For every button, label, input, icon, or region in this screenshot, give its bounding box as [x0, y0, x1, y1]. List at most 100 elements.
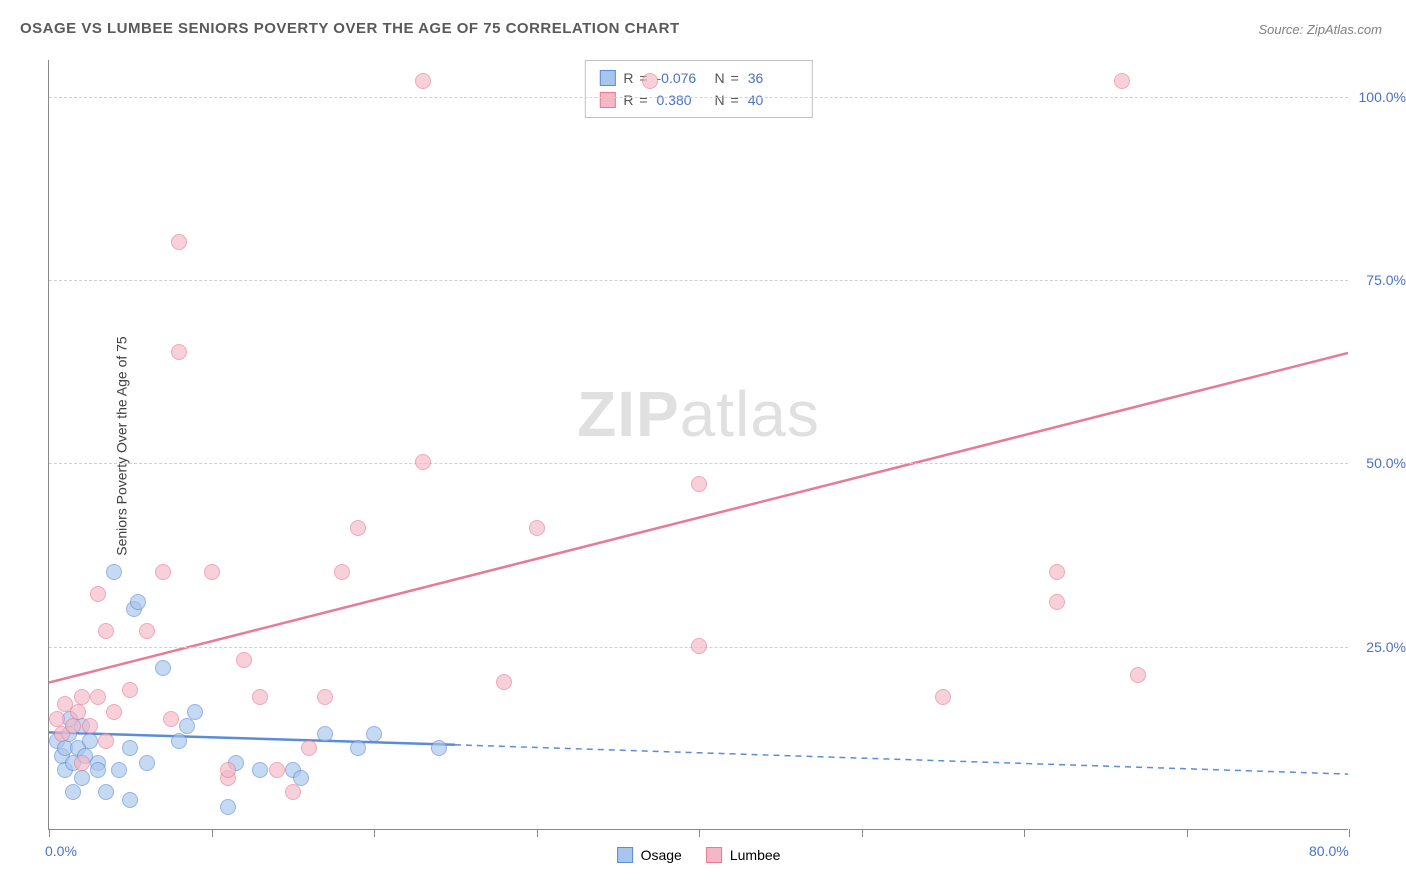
- data-point: [122, 792, 138, 808]
- data-point: [106, 564, 122, 580]
- source-attribution: Source: ZipAtlas.com: [1258, 22, 1382, 37]
- data-point: [293, 770, 309, 786]
- data-point: [90, 586, 106, 602]
- data-point: [317, 689, 333, 705]
- chart-title: OSAGE VS LUMBEE SENIORS POVERTY OVER THE…: [20, 20, 680, 37]
- data-point: [252, 689, 268, 705]
- data-point: [106, 704, 122, 720]
- x-tick-label: 80.0%: [1309, 843, 1349, 859]
- data-point: [642, 73, 658, 89]
- legend-top-row: R =-0.076N =36: [599, 67, 797, 89]
- data-point: [122, 682, 138, 698]
- data-point: [98, 784, 114, 800]
- data-point: [98, 733, 114, 749]
- legend-r-value: 0.380: [657, 92, 707, 108]
- legend-top-row: R = 0.380 N = 40: [599, 89, 797, 111]
- watermark: ZIPatlas: [577, 377, 820, 451]
- data-point: [1130, 667, 1146, 683]
- x-tick: [1349, 829, 1350, 837]
- x-tick: [212, 829, 213, 837]
- x-tick: [374, 829, 375, 837]
- data-point: [236, 652, 252, 668]
- y-tick-label: 25.0%: [1354, 639, 1406, 655]
- legend-series-label: Lumbee: [730, 847, 781, 863]
- data-point: [935, 689, 951, 705]
- y-tick-label: 75.0%: [1354, 272, 1406, 288]
- data-point: [220, 799, 236, 815]
- data-point: [139, 623, 155, 639]
- data-point: [529, 520, 545, 536]
- data-point: [415, 73, 431, 89]
- legend-r-value: -0.076: [657, 70, 707, 86]
- legend-swatch: [599, 92, 615, 108]
- source-prefix: Source:: [1258, 22, 1306, 37]
- correlation-legend: R = -0.076 N = 36 R = 0.380 N = 40: [584, 60, 812, 118]
- data-point: [90, 762, 106, 778]
- data-point: [155, 564, 171, 580]
- data-point: [122, 740, 138, 756]
- legend-swatch: [617, 847, 633, 863]
- data-point: [65, 784, 81, 800]
- x-tick: [862, 829, 863, 837]
- data-point: [350, 520, 366, 536]
- trend-line-solid: [49, 353, 1348, 683]
- data-point: [155, 660, 171, 676]
- x-tick: [1187, 829, 1188, 837]
- x-tick: [699, 829, 700, 837]
- gridline-h: [49, 280, 1348, 281]
- x-tick: [49, 829, 50, 837]
- y-tick-label: 50.0%: [1354, 455, 1406, 471]
- data-point: [334, 564, 350, 580]
- gridline-h: [49, 463, 1348, 464]
- legend-n-label: N =: [715, 70, 740, 86]
- legend-n-value: 36: [748, 70, 798, 86]
- data-point: [269, 762, 285, 778]
- trend-lines: [49, 60, 1348, 829]
- x-tick-label: 0.0%: [45, 843, 77, 859]
- source-name: ZipAtlas.com: [1307, 22, 1382, 37]
- data-point: [171, 234, 187, 250]
- legend-bottom-item: Lumbee: [706, 847, 781, 863]
- data-point: [74, 755, 90, 771]
- data-point: [220, 762, 236, 778]
- legend-r-label: R =: [623, 92, 648, 108]
- data-point: [1049, 564, 1065, 580]
- plot-area: ZIPatlas R =-0.076N =36R =0.380N =40 Osa…: [48, 60, 1348, 830]
- data-point: [139, 755, 155, 771]
- series-legend: Osage Lumbee: [617, 847, 781, 863]
- data-point: [317, 726, 333, 742]
- trend-line-dashed: [455, 745, 1348, 774]
- data-point: [90, 689, 106, 705]
- data-point: [252, 762, 268, 778]
- data-point: [130, 594, 146, 610]
- x-tick: [1024, 829, 1025, 837]
- legend-bottom-item: Osage: [617, 847, 682, 863]
- data-point: [691, 638, 707, 654]
- data-point: [74, 689, 90, 705]
- data-point: [187, 704, 203, 720]
- legend-n-value: 40: [748, 92, 798, 108]
- gridline-h: [49, 97, 1348, 98]
- data-point: [691, 476, 707, 492]
- data-point: [171, 733, 187, 749]
- data-point: [111, 762, 127, 778]
- data-point: [496, 674, 512, 690]
- legend-n-label: N =: [715, 92, 740, 108]
- data-point: [171, 344, 187, 360]
- legend-swatch: [599, 70, 615, 86]
- data-point: [1114, 73, 1130, 89]
- data-point: [179, 718, 195, 734]
- data-point: [65, 718, 81, 734]
- watermark-rest: atlas: [680, 378, 820, 450]
- data-point: [350, 740, 366, 756]
- data-point: [366, 726, 382, 742]
- legend-series-label: Osage: [641, 847, 682, 863]
- data-point: [98, 623, 114, 639]
- data-point: [415, 454, 431, 470]
- data-point: [301, 740, 317, 756]
- data-point: [1049, 594, 1065, 610]
- data-point: [82, 733, 98, 749]
- legend-swatch: [706, 847, 722, 863]
- data-point: [70, 704, 86, 720]
- data-point: [74, 770, 90, 786]
